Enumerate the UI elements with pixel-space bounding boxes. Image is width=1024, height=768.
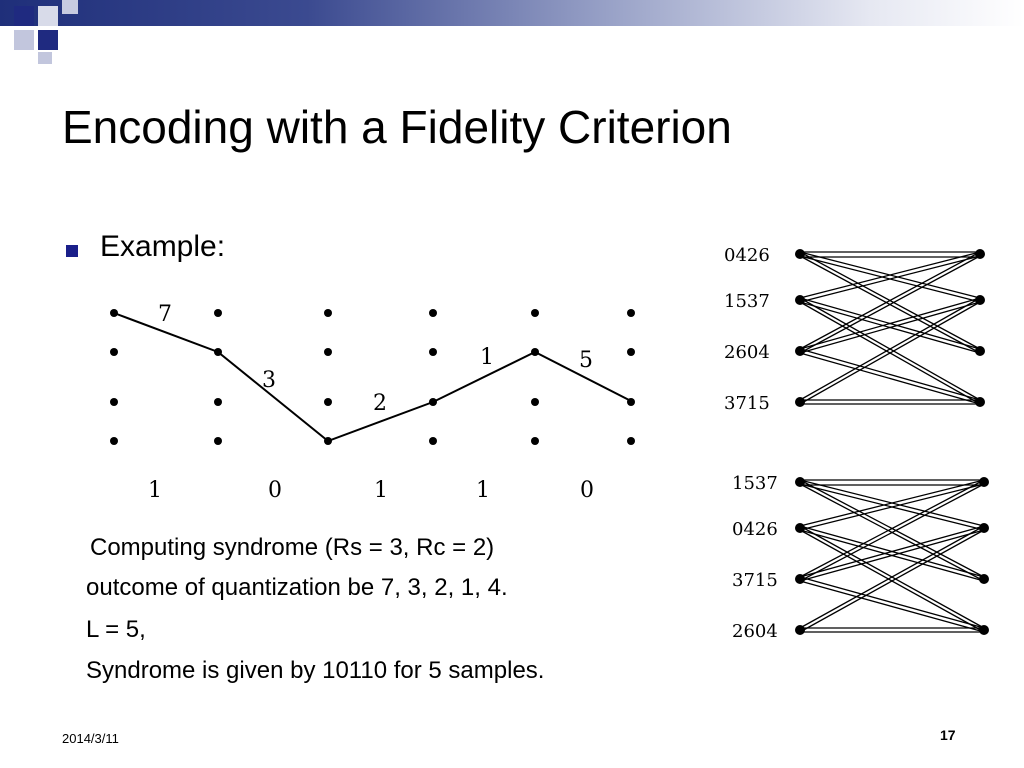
syndrome-bit: 1	[374, 478, 388, 503]
logo-square	[62, 0, 78, 14]
logo-square	[38, 30, 58, 50]
trellis-node	[531, 437, 539, 445]
coset-label: 0426	[724, 245, 770, 266]
trellis-node	[429, 348, 437, 356]
slide-title: Encoding with a Fidelity Criterion	[62, 101, 732, 153]
coset-edges	[799, 479, 985, 633]
bullet-icon	[66, 245, 78, 257]
trellis-node	[110, 398, 118, 406]
trellis-node	[531, 398, 539, 406]
header-band	[0, 0, 1024, 26]
trellis-node	[627, 437, 635, 445]
body-line: L = 5,	[86, 616, 146, 643]
trellis-node	[627, 348, 635, 356]
page-number: 17	[940, 727, 956, 743]
syndrome-bit: 1	[476, 478, 490, 503]
trellis-node	[214, 437, 222, 445]
footer-date: 2014/3/11	[62, 731, 119, 746]
trellis-node	[429, 437, 437, 445]
trellis-node	[627, 309, 635, 317]
trellis-node	[324, 348, 332, 356]
body-line: outcome of quantization be 7, 3, 2, 1, 4…	[86, 574, 508, 601]
path-label: 5	[579, 348, 593, 373]
bullet-example: Example:	[100, 230, 226, 263]
syndrome-bit: 0	[268, 478, 282, 503]
trellis-node	[214, 398, 222, 406]
trellis-path	[113, 312, 632, 443]
coset-label: 1537	[724, 291, 770, 312]
coset-label: 2604	[732, 621, 778, 642]
path-label: 1	[480, 345, 494, 370]
coset-label: 1537	[732, 473, 778, 494]
coset-diagram-bottom: 1537 0426 3715 2604	[732, 473, 989, 642]
logo-square	[14, 30, 34, 50]
path-label: 7	[158, 302, 172, 327]
trellis-node	[110, 437, 118, 445]
trellis-diagram: 7 3 2 1 5 1 0 1 1 0	[110, 302, 635, 503]
path-label: 3	[262, 368, 276, 393]
syndrome-bit: 1	[148, 478, 162, 503]
coset-nodes	[795, 249, 985, 407]
trellis-node	[429, 309, 437, 317]
logo-square	[14, 6, 34, 26]
coset-diagram-top: 0426 1537 2604 3715	[724, 245, 985, 414]
trellis-node	[324, 309, 332, 317]
logo-square	[38, 52, 52, 64]
body-line: Syndrome is given by 10110 for 5 samples…	[86, 657, 545, 684]
coset-nodes	[795, 477, 989, 635]
coset-label: 2604	[724, 342, 770, 363]
trellis-node	[531, 309, 539, 317]
coset-label: 0426	[732, 519, 778, 540]
coset-label: 3715	[732, 570, 778, 591]
coset-label: 3715	[724, 393, 770, 414]
body-line: Computing syndrome (Rs = 3, Rc = 2)	[90, 534, 495, 561]
trellis-node	[110, 348, 118, 356]
trellis-node	[324, 398, 332, 406]
coset-edges	[799, 251, 981, 405]
trellis-node	[214, 309, 222, 317]
path-label: 2	[373, 391, 387, 416]
trellis-dots	[110, 309, 635, 445]
logo-square	[38, 6, 58, 26]
syndrome-bit: 0	[580, 478, 594, 503]
